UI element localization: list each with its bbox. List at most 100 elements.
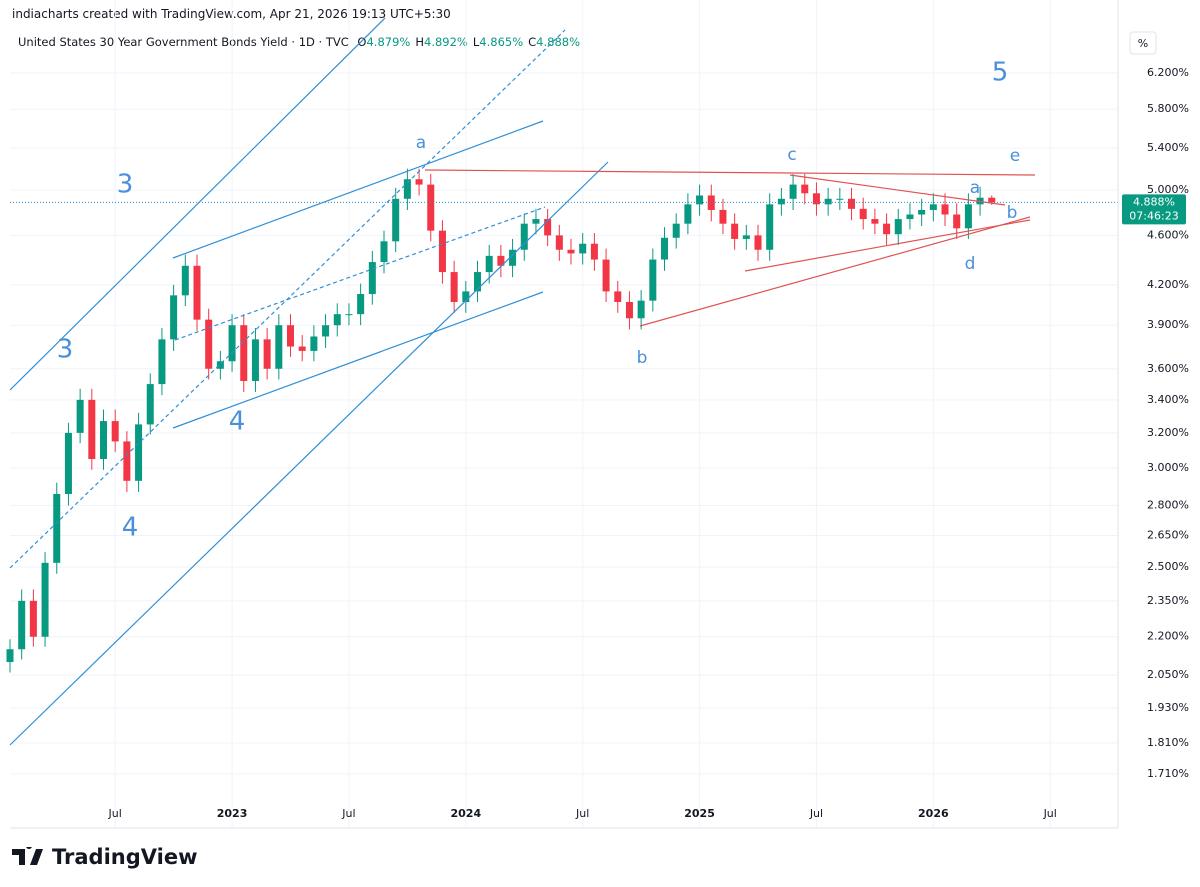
- candle-body: [614, 291, 622, 302]
- candle-body: [438, 230, 446, 273]
- ohlc-value: 4.892%: [424, 35, 468, 49]
- candle-body: [263, 339, 271, 369]
- wave-label: b: [637, 348, 648, 368]
- candle-body: [894, 219, 902, 235]
- wave-label: 4: [229, 407, 246, 437]
- logo-icon: [12, 847, 43, 865]
- candle-body: [99, 421, 108, 459]
- y-tick-label: 2.050%: [1147, 668, 1189, 681]
- candle-body: [18, 600, 26, 650]
- candle-body: [170, 295, 178, 340]
- trend-line: [9, 161, 609, 746]
- symbol-title: United States 30 Year Government Bonds Y…: [18, 35, 349, 49]
- candle-body: [251, 339, 259, 381]
- candle-body: [509, 249, 517, 266]
- candle-body: [380, 241, 388, 263]
- wave-label: b: [1007, 203, 1018, 223]
- candle-body: [777, 198, 785, 205]
- credit: indiacharts created with TradingView.com…: [12, 7, 451, 21]
- wave-label: 4: [122, 513, 139, 543]
- x-tick-label: Jul: [1043, 807, 1057, 820]
- wave-label: c: [787, 145, 796, 165]
- candle-body: [555, 235, 563, 250]
- logo: TradingView: [12, 845, 197, 869]
- candle-body: [883, 223, 891, 235]
- y-tick-label: 5.800%: [1147, 102, 1189, 115]
- candle-body: [941, 204, 949, 215]
- candle-body: [848, 198, 856, 209]
- candle-body: [158, 339, 166, 385]
- candle-body: [228, 325, 236, 362]
- y-tick-label: 6.200%: [1147, 66, 1189, 79]
- candle-body: [345, 314, 353, 316]
- candle-body: [88, 399, 96, 459]
- y-tick-label: 2.350%: [1147, 594, 1189, 607]
- x-tick-label: Jul: [575, 807, 589, 820]
- candle-body: [684, 204, 692, 224]
- y-tick-label: 1.810%: [1147, 736, 1189, 749]
- trend-line: [789, 174, 1006, 206]
- candle-body: [310, 336, 318, 351]
- x-tick-label: 2025: [684, 807, 715, 820]
- candle-body: [368, 262, 376, 295]
- candle-body: [953, 214, 961, 229]
- y-tick-label: 2.650%: [1147, 528, 1189, 541]
- candle-body: [29, 600, 37, 637]
- candle-body: [76, 399, 84, 433]
- candle-body: [590, 243, 598, 260]
- chart: % 6.200% 5.800% 5.400% 5.000% 4.600% 4.200% 3.…: [6, 0, 1189, 829]
- candle-body: [637, 300, 645, 319]
- candle-body: [322, 325, 330, 337]
- candle-body: [988, 197, 996, 203]
- candle-body: [836, 198, 844, 200]
- price-badge-label: 4.888%: [1133, 195, 1175, 208]
- x-tick-label: Jul: [341, 807, 355, 820]
- y-unit: %: [1138, 37, 1148, 50]
- candle-body: [462, 291, 470, 302]
- candle-body: [333, 314, 341, 326]
- candle-body: [824, 198, 832, 205]
- candle-body: [859, 208, 867, 220]
- candle-body: [193, 265, 201, 320]
- candle-body: [696, 195, 704, 205]
- wave-label: 5: [992, 58, 1009, 88]
- candle-body: [544, 219, 552, 236]
- trend-line: [639, 216, 1031, 327]
- candle-body: [731, 223, 739, 239]
- y-tick-label: 3.400%: [1147, 393, 1189, 406]
- trend-line: [744, 219, 1031, 272]
- y-tick-label: 3.600%: [1147, 362, 1189, 375]
- trend-line: [172, 291, 544, 429]
- candle-body: [871, 219, 879, 224]
- x-tick-label: Jul: [108, 807, 122, 820]
- candle-body: [357, 294, 365, 315]
- ohlc-key: C: [528, 35, 537, 49]
- trend-line: [172, 120, 544, 259]
- candle-body: [123, 441, 131, 481]
- candle-body: [672, 223, 680, 238]
- x-tick-label: 2023: [217, 807, 248, 820]
- price-badge: [1122, 194, 1186, 225]
- candle-body: [6, 649, 14, 663]
- candle-body: [392, 198, 400, 242]
- candle-body: [497, 255, 505, 266]
- candle-body: [532, 219, 540, 224]
- candle-body: [964, 204, 972, 229]
- candle-body: [766, 204, 774, 250]
- wave-label: d: [965, 254, 976, 274]
- candle-body: [754, 235, 762, 250]
- candle-body: [450, 272, 458, 302]
- y-tick-label: 3.200%: [1147, 426, 1189, 439]
- brand: TradingView: [52, 845, 198, 869]
- candle-body: [415, 179, 423, 185]
- candle-body: [567, 249, 575, 254]
- y-tick-label: 4.600%: [1147, 228, 1189, 241]
- y-tick-label: 2.200%: [1147, 630, 1189, 643]
- wave-label: 3: [57, 335, 74, 365]
- candle-body: [929, 204, 937, 210]
- y-tick-label: 5.400%: [1147, 141, 1189, 154]
- x-tick-label: Jul: [809, 807, 823, 820]
- x-tick-label: 2024: [451, 807, 482, 820]
- candle-body: [649, 259, 657, 301]
- candle-body: [287, 325, 295, 347]
